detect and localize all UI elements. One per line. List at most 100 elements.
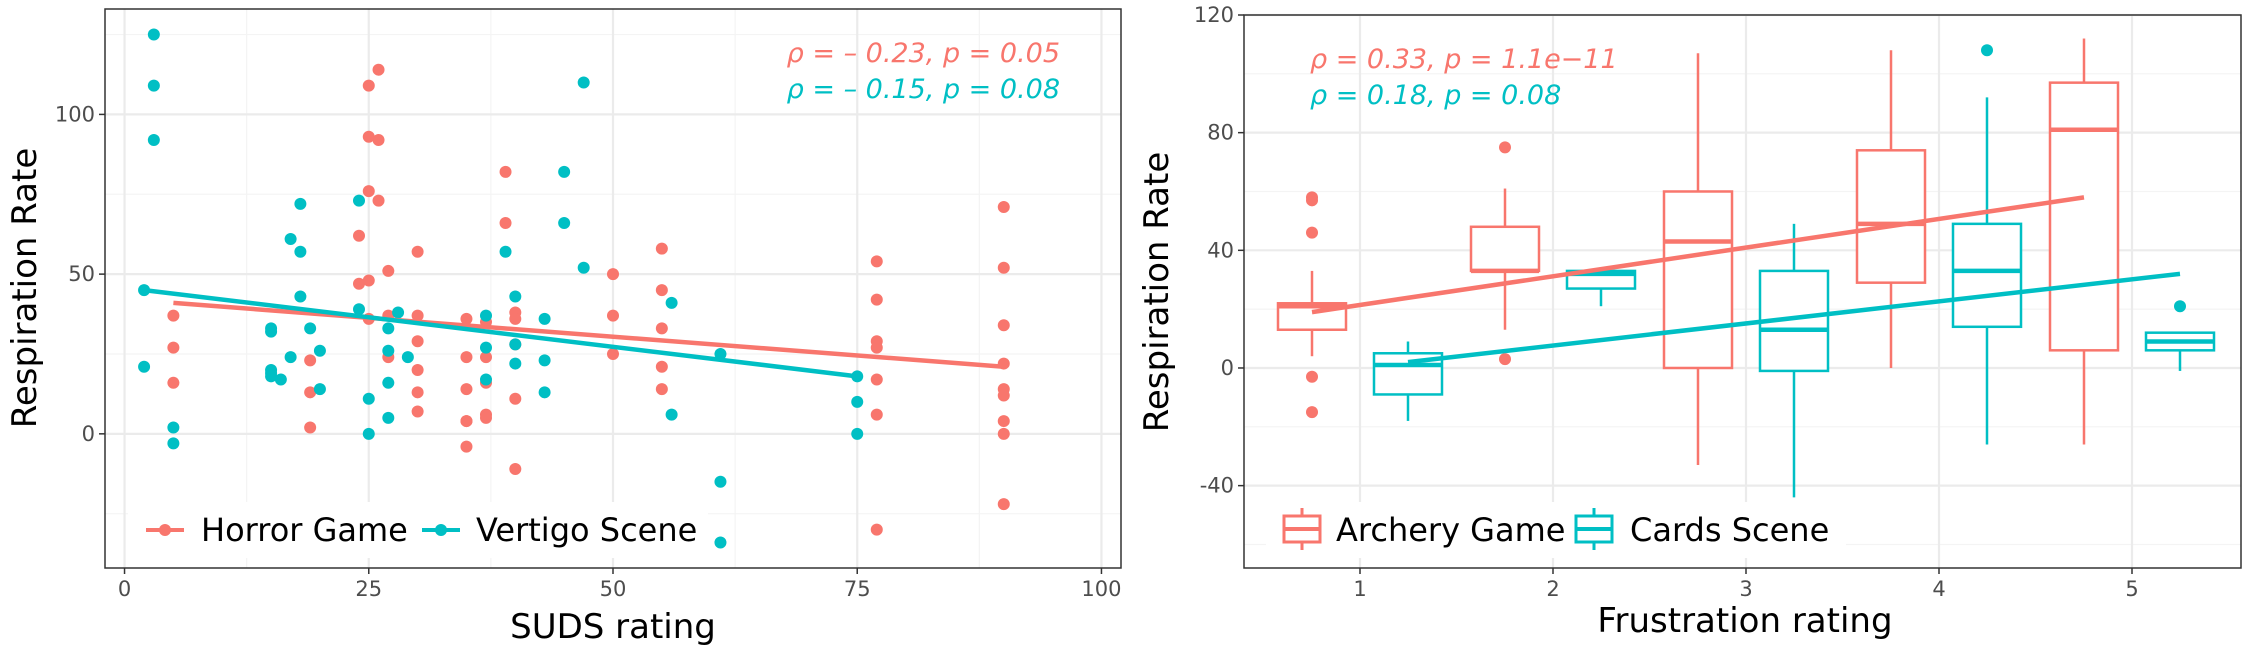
data-point-horror-game — [372, 63, 385, 76]
data-point-horror-game — [411, 245, 424, 258]
data-point-horror-game — [304, 354, 317, 367]
data-point-horror-game — [411, 386, 424, 399]
data-point-vertigo-scene — [480, 373, 492, 386]
data-point-vertigo-scene — [665, 296, 678, 309]
data-point-horror-game — [655, 322, 668, 335]
data-point-horror-game — [362, 185, 375, 198]
left-x-axis-title: SUDS rating — [510, 607, 716, 647]
x-tick-label: 50 — [600, 577, 627, 601]
data-point-vertigo-scene — [294, 197, 307, 210]
outlier-point — [1499, 353, 1511, 366]
data-point-vertigo-scene — [313, 344, 326, 357]
outlier-point — [1499, 141, 1511, 154]
right-legend: Archery Game Cards Scene — [1266, 502, 1846, 558]
x-tick-label: 100 — [1081, 577, 1121, 601]
legend-label-archery-game: Archery Game — [1336, 511, 1565, 549]
data-point-horror-game — [870, 255, 883, 268]
data-point-horror-game — [655, 242, 668, 255]
data-point-vertigo-scene — [665, 408, 678, 421]
box-archery-game-2 — [1469, 141, 1541, 366]
data-point-vertigo-scene — [147, 79, 160, 92]
data-point-vertigo-scene — [538, 312, 551, 325]
right-axes: -40 0 40 80 120 1 2 3 4 5 — [1194, 3, 2139, 601]
data-point-vertigo-scene — [284, 232, 297, 245]
y-tick-label: 100 — [55, 102, 95, 126]
data-point-horror-game — [607, 268, 619, 281]
box-cards-scene-4 — [1951, 44, 2023, 445]
data-point-horror-game — [870, 523, 883, 536]
right-y-axis-title: Respiration Rate — [1137, 152, 1177, 432]
data-point-vertigo-scene — [382, 376, 395, 389]
y-tick-label: 80 — [1207, 121, 1234, 145]
data-point-horror-game — [460, 440, 473, 453]
data-point-vertigo-scene — [509, 338, 522, 351]
legend-key-vertigo-scene — [422, 524, 460, 536]
data-point-vertigo-scene — [353, 194, 365, 207]
data-point-vertigo-scene — [480, 341, 492, 354]
box-body — [1662, 190, 1734, 370]
data-point-horror-game — [362, 130, 375, 143]
data-point-horror-game — [382, 264, 395, 277]
y-tick-label: -40 — [1200, 474, 1234, 498]
data-point-vertigo-scene — [538, 354, 551, 367]
data-point-vertigo-scene — [382, 344, 395, 357]
left-chart-panel: 0 25 50 75 100 0 50 100 SUDS rating Respiration… — [5, 8, 1122, 647]
left-annotation-vertigo: ρ = – 0.15, p = 0.08 — [787, 74, 1060, 105]
data-point-vertigo-scene — [265, 370, 278, 383]
data-point-horror-game — [997, 498, 1010, 511]
data-point-horror-game — [509, 462, 522, 475]
data-point-vertigo-scene — [577, 76, 590, 89]
x-tick-label: 75 — [844, 577, 871, 601]
data-point-vertigo-scene — [401, 351, 414, 364]
data-point-vertigo-scene — [274, 373, 287, 386]
data-point-vertigo-scene — [382, 411, 395, 424]
data-point-horror-game — [655, 360, 668, 373]
x-tick-label: 0 — [118, 577, 131, 601]
legend-key-horror-game — [146, 524, 184, 536]
data-point-horror-game — [870, 408, 883, 421]
x-tick-label: 3 — [1739, 577, 1752, 601]
left-scatter-points — [138, 28, 1010, 549]
box-cards-scene-5 — [2144, 300, 2216, 371]
box-body — [2048, 81, 2120, 352]
left-y-axis-title: Respiration Rate — [5, 148, 45, 428]
data-point-horror-game — [362, 79, 375, 92]
data-point-horror-game — [480, 411, 492, 424]
data-point-horror-game — [167, 309, 180, 322]
data-point-horror-game — [411, 363, 424, 376]
data-point-horror-game — [509, 392, 522, 405]
outlier-point — [1306, 406, 1318, 419]
right-trend-lines — [1311, 195, 2181, 365]
left-legend-background — [128, 502, 708, 558]
right-plot-border — [1243, 14, 2242, 569]
data-point-horror-game — [997, 261, 1010, 274]
outlier-point — [2174, 300, 2186, 313]
data-point-horror-game — [607, 347, 619, 360]
data-point-horror-game — [997, 427, 1010, 440]
right-annotation-archery: ρ = 0.33, p = 1.1e−11 — [1310, 44, 1618, 75]
box-body — [1469, 225, 1541, 273]
left-trend-lines — [143, 287, 1004, 379]
legend-key-archery-game — [1282, 508, 1322, 550]
data-point-horror-game — [997, 389, 1010, 402]
data-point-horror-game — [997, 415, 1010, 428]
data-point-horror-game — [167, 341, 180, 354]
right-legend-background — [1266, 502, 1846, 558]
data-point-vertigo-scene — [392, 306, 405, 319]
right-annotation-cards: ρ = 0.18, p = 0.08 — [1310, 80, 1561, 111]
data-point-horror-game — [460, 351, 473, 364]
data-point-horror-game — [411, 309, 424, 322]
data-point-vertigo-scene — [851, 427, 864, 440]
x-tick-label: 5 — [2125, 577, 2138, 601]
y-tick-label: 0 — [82, 422, 95, 446]
data-point-horror-game — [997, 319, 1010, 332]
data-point-horror-game — [460, 312, 473, 325]
outlier-point — [1981, 44, 1993, 57]
left-annotation-horror: ρ = – 0.23, p = 0.05 — [787, 38, 1060, 69]
outlier-point — [1306, 194, 1318, 207]
legend-label-cards-scene: Cards Scene — [1630, 511, 1829, 549]
data-point-vertigo-scene — [480, 309, 492, 322]
x-tick-label: 1 — [1353, 577, 1366, 601]
data-point-horror-game — [362, 274, 375, 287]
